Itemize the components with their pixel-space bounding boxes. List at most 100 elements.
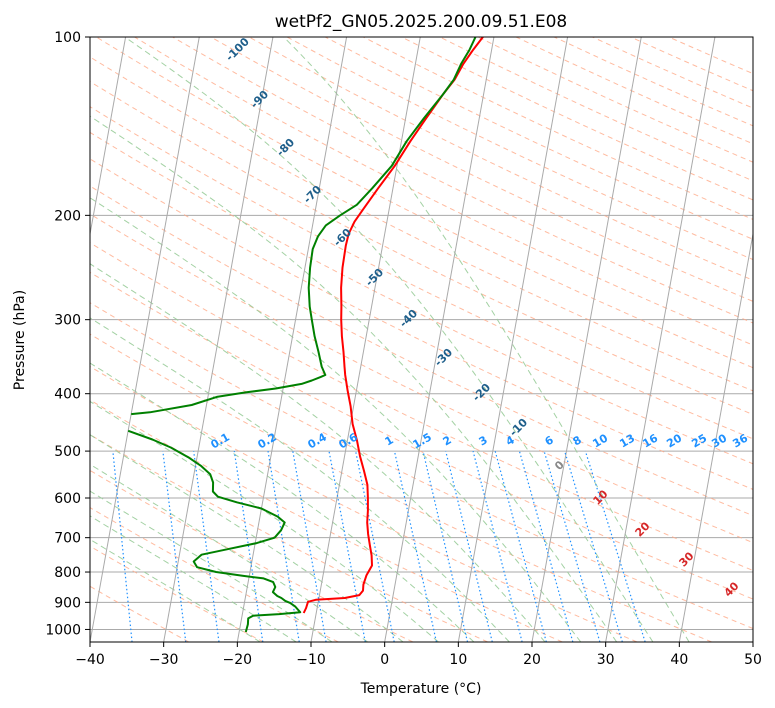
- y-tick-label: 500: [54, 444, 81, 460]
- dry-adiabat-line: [553, 37, 753, 127]
- y-tick-label: 300: [54, 313, 81, 329]
- isotherm-line: [236, 37, 348, 642]
- isotherm-line: [90, 37, 127, 237]
- y-tick-label: 800: [54, 565, 81, 581]
- isotherm-line: [752, 639, 753, 642]
- x-tick-label: 30: [597, 652, 615, 668]
- isotherm-line: [605, 37, 716, 642]
- isotherm-label: -100: [223, 35, 252, 64]
- red-adiabat-label: 30: [677, 549, 697, 569]
- mixing-ratio-label: 10: [590, 431, 610, 450]
- mixing-ratio-line: [518, 450, 574, 642]
- isotherm-line: [163, 37, 274, 642]
- dry-adiabat-line: [90, 56, 753, 392]
- chart-title: wetPf2_GN05.2025.200.09.51.E08: [275, 12, 567, 32]
- mixing-ratio-label: 1: [383, 433, 396, 448]
- x-tick-label: −10: [296, 652, 326, 668]
- dry-adiabat-line: [90, 507, 339, 642]
- dry-adiabat-line: [90, 158, 753, 490]
- moist-adiabat-line: [124, 37, 654, 642]
- dry-adiabat-line: [90, 242, 753, 572]
- dry-adiabat-line: [90, 545, 264, 642]
- mixing-ratio-label: 30: [709, 431, 729, 450]
- dry-adiabat-line: [90, 106, 753, 440]
- x-tick-label: 50: [744, 652, 762, 668]
- x-tick-label: −20: [223, 652, 253, 668]
- mixing-ratio-line: [112, 451, 133, 642]
- dry-adiabat-line: [515, 37, 753, 145]
- moist-adiabat-line: [90, 317, 510, 642]
- plot-frame: [89, 36, 754, 643]
- red-adiabat-label: 10: [591, 487, 611, 507]
- mixing-ratio-line: [355, 450, 395, 642]
- dry-adiabat-line: [90, 271, 753, 600]
- mixing-ratio-line: [393, 450, 438, 642]
- x-axis-label: Temperature (°C): [360, 681, 482, 697]
- mixing-ratio-label: 0.1: [209, 430, 232, 451]
- dewpoint-profile-line: [131, 37, 477, 416]
- moist-adiabat-line: [90, 263, 546, 642]
- x-tick-label: 10: [449, 652, 467, 668]
- mixing-ratio-label: 0.6: [337, 430, 361, 451]
- mixing-ratio-line: [584, 450, 646, 642]
- mixing-ratio-line: [494, 450, 547, 642]
- moist-adiabat-line: [90, 463, 368, 642]
- y-tick-label: 1000: [45, 622, 81, 638]
- label-layer: -100-90-80-70-60-50-40-30-20-100.1 0.2 0.4…: [209, 35, 751, 600]
- mixing-ratio-line: [472, 450, 523, 642]
- dry-adiabat-line: [210, 37, 753, 302]
- x-tick-label: 0: [380, 652, 389, 668]
- dry-adiabat-line: [90, 131, 753, 465]
- dry-adiabat-line: [172, 37, 753, 324]
- moist-adiabat-line: [90, 434, 404, 642]
- moist-adiabat-line: [90, 515, 297, 642]
- isotherm-line: [384, 37, 495, 642]
- mixing-ratio-label: 8: [571, 433, 584, 448]
- x-tick-label: 20: [523, 652, 541, 668]
- series-layer: [127, 37, 484, 633]
- mixing-ratio-line: [328, 450, 366, 642]
- y-tick-label: 700: [54, 531, 81, 547]
- dry-adiabat-line: [363, 37, 753, 220]
- dry-adiabat-line: [286, 37, 753, 261]
- y-tick-label: 600: [54, 491, 81, 507]
- dry-adiabat-line: [90, 585, 190, 642]
- x-tick-label: −30: [149, 652, 179, 668]
- dry-adiabat-line: [90, 302, 753, 630]
- mixing-ratio-line: [193, 451, 220, 642]
- mixing-ratio-label: 2: [441, 433, 454, 448]
- grid-layer: [90, 37, 753, 642]
- dry-adiabat-line: [90, 80, 753, 416]
- red-adiabat-label: 20: [633, 519, 653, 539]
- temperature-profile-line: [302, 37, 484, 614]
- dewpoint_lower-profile-line: [127, 429, 302, 633]
- y-tick-label: 200: [54, 208, 81, 224]
- mixing-ratio-line: [564, 450, 623, 642]
- mixing-ratio-label: 25: [689, 432, 709, 451]
- dry-adiabat-line: [90, 185, 753, 517]
- isotherm-label: -40: [397, 307, 420, 330]
- axis-layer: −40 −30 −20 −10 0 10 20 30 40 50 1000 900 800 700 600 5…: [45, 30, 762, 668]
- dry-adiabat-line: [477, 37, 753, 163]
- mixing-ratio-label: 6: [543, 433, 556, 448]
- x-tick-label: −40: [75, 652, 105, 668]
- y-tick-label: 400: [54, 387, 81, 403]
- dry-adiabat-line: [90, 365, 638, 642]
- dry-adiabat-line: [592, 37, 753, 109]
- dry-adiabat-line: [90, 213, 753, 544]
- mixing-ratio-label: 3: [477, 433, 490, 448]
- moist-adiabat-line: [90, 197, 582, 642]
- mixing-ratio-line: [233, 451, 264, 642]
- mixing-ratio-line: [445, 450, 493, 642]
- mixing-ratio-line: [267, 451, 300, 642]
- mixing-ratio-line: [543, 450, 601, 642]
- dry-adiabat-line: [90, 399, 563, 642]
- moist-adiabat-line: [90, 362, 475, 642]
- isotherm-label: -20: [470, 381, 493, 404]
- isotherm-label: -80: [274, 136, 297, 159]
- isotherm-line: [531, 37, 642, 642]
- dry-adiabat-line: [134, 37, 753, 346]
- y-tick-label: 900: [54, 595, 81, 611]
- dry-adiabat-line: [439, 37, 753, 182]
